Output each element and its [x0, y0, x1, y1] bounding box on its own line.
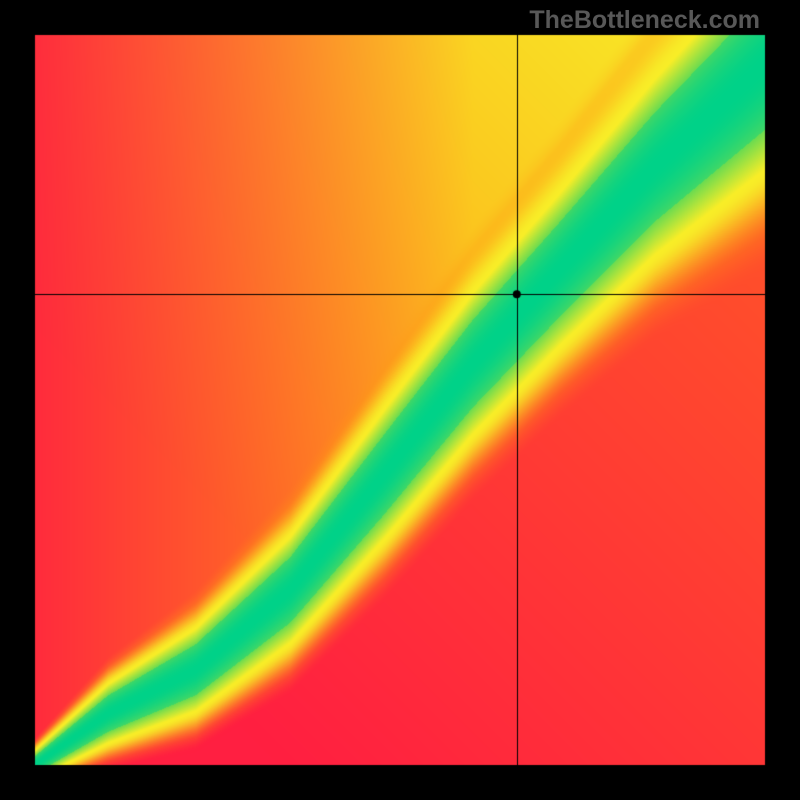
- watermark-text: TheBottleneck.com: [529, 6, 760, 35]
- bottleneck-heatmap: [0, 0, 800, 800]
- chart-container: TheBottleneck.com: [0, 0, 800, 800]
